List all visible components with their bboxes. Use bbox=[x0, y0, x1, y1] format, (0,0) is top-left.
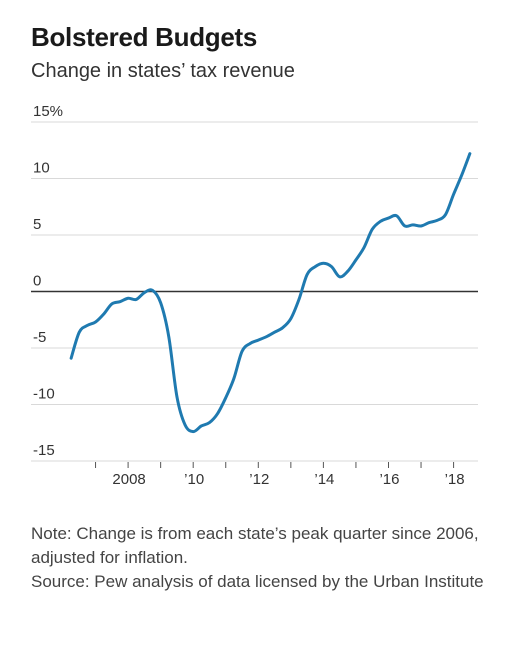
y-tick-label: -5 bbox=[33, 329, 46, 346]
data-point bbox=[159, 301, 162, 304]
data-point bbox=[69, 356, 73, 360]
data-point bbox=[387, 216, 390, 220]
data-point bbox=[126, 297, 130, 300]
data-point bbox=[346, 269, 350, 273]
data-point bbox=[305, 273, 309, 276]
data-point bbox=[224, 396, 227, 399]
data-point bbox=[419, 224, 423, 228]
data-point bbox=[289, 317, 293, 320]
chart-notes: Note: Change is from each state’s peak q… bbox=[31, 522, 491, 594]
data-point bbox=[322, 262, 325, 265]
data-point bbox=[232, 377, 236, 380]
data-point bbox=[371, 228, 374, 231]
data-point bbox=[444, 213, 447, 216]
data-point bbox=[143, 291, 146, 294]
note-text: Note: Change is from each state’s peak q… bbox=[31, 524, 479, 567]
source-text: Source: Pew analysis of data licensed by… bbox=[31, 572, 484, 591]
data-point bbox=[248, 342, 252, 345]
data-point bbox=[102, 312, 105, 316]
line-chart: 15% 10 5 0 -5 -10 -15 2008 ’10 ’12 ’14 ’16 ’18 bbox=[31, 103, 478, 488]
data-point bbox=[135, 298, 138, 301]
data-point bbox=[208, 421, 211, 424]
y-tick-label: -10 bbox=[33, 386, 55, 403]
data-point bbox=[86, 324, 89, 327]
data-point bbox=[94, 320, 97, 324]
chart-title: Bolstered Budgets bbox=[31, 22, 258, 52]
data-point bbox=[338, 275, 341, 279]
chart-subtitle: Change in states’ tax revenue bbox=[31, 60, 295, 82]
data-point bbox=[362, 246, 366, 249]
data-point bbox=[240, 350, 244, 353]
data-point bbox=[78, 330, 81, 334]
data-point bbox=[257, 338, 260, 342]
data-point bbox=[273, 330, 276, 334]
x-tick-label: ’10 bbox=[184, 471, 204, 488]
x-tick-label: 2008 bbox=[112, 471, 145, 488]
x-tick-label: ’16 bbox=[379, 471, 399, 488]
data-point bbox=[110, 302, 114, 306]
data-point bbox=[167, 335, 170, 338]
data-point bbox=[460, 173, 463, 177]
y-tick-label: 15% bbox=[33, 103, 63, 120]
y-tick-label: -15 bbox=[33, 442, 55, 459]
data-point bbox=[191, 430, 195, 433]
data-point bbox=[118, 300, 122, 303]
data-point bbox=[265, 335, 268, 338]
y-axis-labels: 15% 10 5 0 -5 -10 -15 bbox=[33, 103, 63, 459]
data-point bbox=[175, 395, 179, 398]
data-point bbox=[297, 298, 301, 301]
data-point bbox=[183, 423, 187, 427]
data-point bbox=[281, 326, 284, 329]
data-point bbox=[436, 219, 439, 222]
data-point bbox=[379, 220, 382, 223]
data-point bbox=[151, 289, 154, 292]
y-tick-label: 10 bbox=[33, 160, 50, 177]
data-point bbox=[452, 193, 455, 196]
series-line bbox=[69, 152, 472, 434]
y-tick-label: 0 bbox=[33, 273, 41, 290]
x-tick-label: ’14 bbox=[314, 471, 334, 488]
data-point bbox=[403, 224, 406, 228]
data-point bbox=[354, 258, 358, 262]
data-point bbox=[468, 152, 472, 155]
data-point bbox=[314, 265, 317, 268]
y-tick-label: 5 bbox=[33, 216, 41, 233]
x-tick-label: ’18 bbox=[445, 471, 465, 488]
x-tick-label: ’12 bbox=[249, 471, 269, 488]
data-point bbox=[411, 223, 415, 227]
data-point bbox=[427, 221, 431, 224]
series-layer bbox=[69, 152, 472, 434]
data-point bbox=[330, 265, 333, 268]
grid-layer bbox=[31, 121, 478, 462]
data-point bbox=[216, 412, 219, 415]
data-point bbox=[395, 214, 398, 217]
x-axis: 2008 ’10 ’12 ’14 ’16 ’18 bbox=[95, 462, 465, 488]
data-point bbox=[200, 424, 203, 428]
